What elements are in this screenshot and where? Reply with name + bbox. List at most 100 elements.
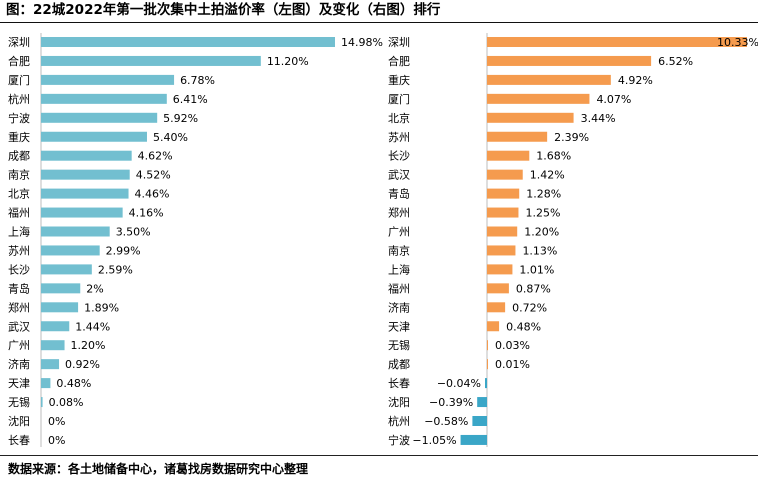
left-bar: [41, 131, 147, 142]
right-value-label: 1.20%: [524, 226, 559, 239]
left-value-label: 2.59%: [98, 263, 133, 276]
right-value-label: 1.42%: [530, 169, 565, 182]
right-bar: [487, 340, 488, 351]
right-bar: [487, 112, 574, 123]
left-bar: [41, 37, 335, 47]
right-category-label: 天津: [388, 320, 410, 333]
right-category-label: 武汉: [388, 169, 410, 182]
left-category-label: 深圳: [8, 36, 30, 49]
left-bar: [41, 169, 130, 180]
left-category-label: 宁波: [8, 111, 30, 125]
left-value-label: 2.99%: [106, 244, 141, 257]
left-bar: [41, 226, 110, 237]
left-bar-chart: 深圳 14.98% 合肥 11.20% 厦门 6.78% 杭州 6.41% 宁波 5.92% 重庆 5…: [8, 33, 383, 447]
left-category-label: 重庆: [8, 130, 30, 144]
left-bar: [41, 74, 175, 85]
right-value-label: 10.33%: [717, 36, 758, 49]
left-bar: [41, 378, 51, 389]
right-bar-chart: 深圳 10.33% 合肥 6.52% 重庆 4.92% 厦门 4.07% 北京 3.44% 苏州 2.…: [388, 33, 758, 447]
left-value-label: 1.89%: [84, 301, 119, 314]
right-value-label: 0.72%: [512, 301, 547, 314]
left-bar: [41, 302, 79, 313]
left-category-label: 苏州: [8, 244, 30, 257]
right-bar: [487, 321, 500, 332]
right-bar: [477, 397, 487, 408]
right-value-label: 4.92%: [618, 74, 653, 87]
right-value-label: 2.39%: [554, 131, 589, 144]
left-category-label: 成都: [8, 150, 30, 163]
left-value-label: 4.46%: [135, 188, 170, 201]
right-category-label: 长春: [388, 377, 410, 390]
left-value-label: 4.16%: [129, 207, 164, 220]
right-value-label: 0.48%: [506, 320, 541, 333]
left-value-label: 11.20%: [267, 55, 309, 68]
right-bar: [487, 245, 516, 256]
right-value-label: −1.05%: [412, 434, 456, 447]
left-category-label: 天津: [8, 377, 30, 390]
right-category-label: 成都: [388, 358, 410, 371]
right-category-label: 福州: [388, 281, 410, 295]
left-value-label: 14.98%: [341, 36, 383, 49]
figure-source: 数据来源：各土地储备中心，诸葛找房数据研究中心整理: [8, 462, 309, 476]
left-category-label: 青岛: [8, 281, 30, 295]
left-bar: [41, 283, 81, 294]
right-bar: [487, 37, 747, 47]
left-bar: [41, 359, 60, 370]
right-value-label: 1.25%: [525, 207, 560, 220]
left-bar: [41, 55, 261, 66]
left-category-label: 无锡: [8, 395, 30, 409]
left-value-label: 3.50%: [116, 226, 151, 239]
left-value-label: 0%: [48, 415, 65, 428]
left-value-label: 0.92%: [65, 358, 100, 371]
left-value-label: 6.78%: [180, 74, 215, 87]
right-value-label: 0.03%: [495, 339, 530, 352]
right-bar: [487, 264, 513, 275]
left-bar: [41, 245, 100, 256]
left-category-label: 长沙: [8, 263, 30, 276]
right-bar: [487, 74, 611, 85]
right-value-label: 1.28%: [526, 188, 561, 201]
left-category-label: 广州: [8, 339, 30, 352]
left-category-label: 杭州: [8, 92, 30, 106]
right-category-label: 宁波: [388, 433, 410, 447]
left-category-label: 上海: [8, 225, 30, 239]
right-category-label: 长沙: [388, 150, 410, 163]
left-value-label: 1.20%: [71, 339, 106, 352]
right-value-label: 3.44%: [581, 112, 616, 125]
right-value-label: 1.13%: [522, 244, 557, 257]
right-category-label: 济南: [388, 300, 410, 314]
left-bar: [41, 112, 158, 123]
right-bar: [485, 378, 487, 389]
left-bar: [41, 321, 70, 332]
left-value-label: 4.62%: [138, 150, 173, 163]
right-value-label: 0.01%: [495, 358, 530, 371]
left-category-label: 武汉: [8, 320, 30, 333]
right-bar: [487, 226, 518, 237]
right-category-label: 北京: [388, 111, 410, 125]
left-category-label: 福州: [8, 206, 30, 220]
left-category-label: 济南: [8, 357, 30, 371]
right-category-label: 上海: [388, 262, 410, 276]
right-bar: [487, 169, 523, 180]
right-value-label: 0.87%: [516, 282, 551, 295]
left-value-label: 0.08%: [49, 396, 84, 409]
left-bar: [41, 188, 129, 199]
right-bar: [472, 416, 487, 426]
right-category-label: 郑州: [388, 206, 410, 220]
left-category-label: 沈阳: [8, 414, 30, 428]
left-category-label: 厦门: [8, 73, 30, 87]
right-category-label: 南京: [388, 243, 410, 257]
left-value-label: 0%: [48, 434, 65, 447]
title-divider: [0, 22, 758, 23]
right-category-label: 无锡: [388, 338, 410, 352]
left-category-label: 郑州: [8, 300, 30, 314]
right-value-label: 6.52%: [658, 55, 693, 68]
left-value-label: 5.40%: [153, 131, 188, 144]
right-value-label: 1.01%: [519, 263, 554, 276]
right-category-label: 广州: [388, 226, 410, 239]
figure-title: 图：22城2022年第一批次集中土拍溢价率（左图）及变化（右图）排行: [6, 2, 441, 18]
right-bar: [487, 207, 519, 218]
right-category-label: 苏州: [388, 131, 410, 144]
right-bar: [487, 302, 506, 313]
left-category-label: 南京: [8, 168, 30, 182]
